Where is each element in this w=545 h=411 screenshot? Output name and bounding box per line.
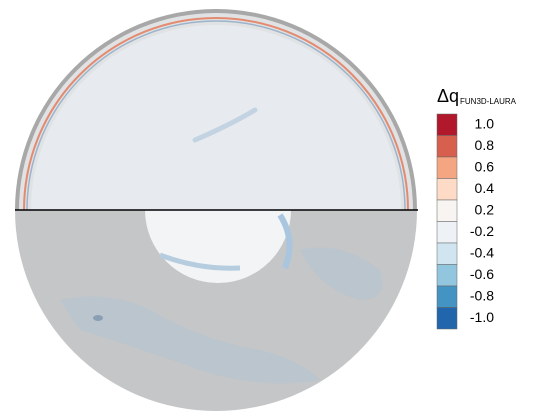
colorbar-label: 1.0 bbox=[475, 115, 495, 131]
colorbar-label: 0.2 bbox=[475, 201, 495, 217]
colorbar-label: 0.4 bbox=[475, 180, 495, 196]
colorbar-title: Δq bbox=[437, 86, 459, 106]
colorbar-bin bbox=[436, 264, 458, 287]
colorbar-label: -1.0 bbox=[470, 309, 494, 325]
colorbar-subscript: FUN3D-LAURA bbox=[460, 97, 517, 106]
colorbar-label: 0.8 bbox=[475, 137, 495, 153]
colorbar-bin bbox=[436, 178, 458, 201]
colorbar-bin bbox=[436, 221, 458, 244]
colorbar-bin bbox=[436, 242, 458, 265]
colorbar-bin bbox=[436, 156, 458, 179]
colorbar-label: -0.8 bbox=[470, 287, 494, 303]
colorbar-label: -0.4 bbox=[470, 244, 494, 260]
colorbar-bin bbox=[436, 135, 458, 158]
colorbar-label: -0.6 bbox=[470, 266, 494, 282]
colorbar-bin bbox=[436, 307, 458, 330]
colorbar-bin bbox=[436, 285, 458, 308]
colorbar-bin bbox=[436, 113, 458, 136]
colorbar-label: 0.6 bbox=[475, 158, 495, 174]
colorbar: Δq FUN3D-LAURA 1.0 0.8 0.6 0.4 0.2 -0.2 -0.4 -0… bbox=[436, 86, 517, 330]
colorbar-label: -0.2 bbox=[470, 223, 494, 239]
colorbar-bin bbox=[436, 199, 458, 222]
contour-plot bbox=[15, 9, 418, 411]
